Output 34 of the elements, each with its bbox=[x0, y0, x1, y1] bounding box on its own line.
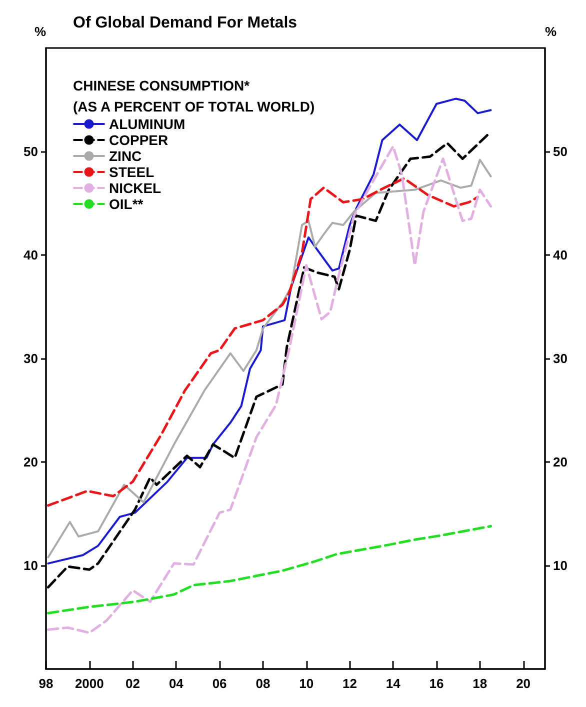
x-tick-label: 04 bbox=[168, 676, 184, 691]
x-tick-label: 08 bbox=[256, 676, 270, 691]
y-tick-label: 20 bbox=[24, 454, 38, 470]
legend-label: ZINC bbox=[109, 148, 142, 164]
chart-title: Of Global Demand For Metals bbox=[73, 14, 298, 32]
y-tick-label: 40 bbox=[24, 248, 38, 262]
x-tick-label: 16 bbox=[429, 676, 444, 691]
x-tick-label: 06 bbox=[212, 676, 227, 691]
y2-tick-label: 20 bbox=[553, 454, 568, 470]
x-tick-label: 98 bbox=[38, 676, 54, 691]
legend-label: STEEL bbox=[109, 164, 155, 180]
y-axis-title: % bbox=[34, 24, 46, 39]
x-tick-label: 14 bbox=[386, 676, 402, 691]
y2-axis-title: % bbox=[545, 24, 557, 39]
x-tick-label: 20 bbox=[516, 676, 531, 691]
x-tick-label: 2000 bbox=[74, 676, 104, 691]
legend-title: CHINESE CONSUMPTION* (AS A PERCENT OF TOTAL WORLD) bbox=[73, 78, 315, 114]
y2-tick-label: 50 bbox=[553, 144, 568, 159]
legend-label: OIL** bbox=[109, 196, 144, 212]
y-tick-label: 50 bbox=[24, 144, 38, 159]
y2-tick-label: 40 bbox=[553, 248, 568, 262]
x-tick-label: 18 bbox=[472, 676, 488, 691]
y2-tick-label: 10 bbox=[553, 558, 568, 573]
y-tick-label: 30 bbox=[24, 351, 38, 366]
legend-label: COPPER bbox=[109, 132, 168, 148]
line-series bbox=[46, 177, 479, 507]
y-tick-label: 10 bbox=[24, 558, 38, 573]
x-tick-label: 02 bbox=[126, 676, 140, 691]
legend-label: ALUMINUM bbox=[109, 116, 186, 132]
y2-tick-label: 30 bbox=[553, 351, 568, 366]
x-tick-label: 12 bbox=[342, 676, 357, 691]
legend-label: NICKEL bbox=[109, 180, 162, 196]
line-series bbox=[46, 524, 492, 614]
x-tick-label: 10 bbox=[299, 676, 314, 691]
